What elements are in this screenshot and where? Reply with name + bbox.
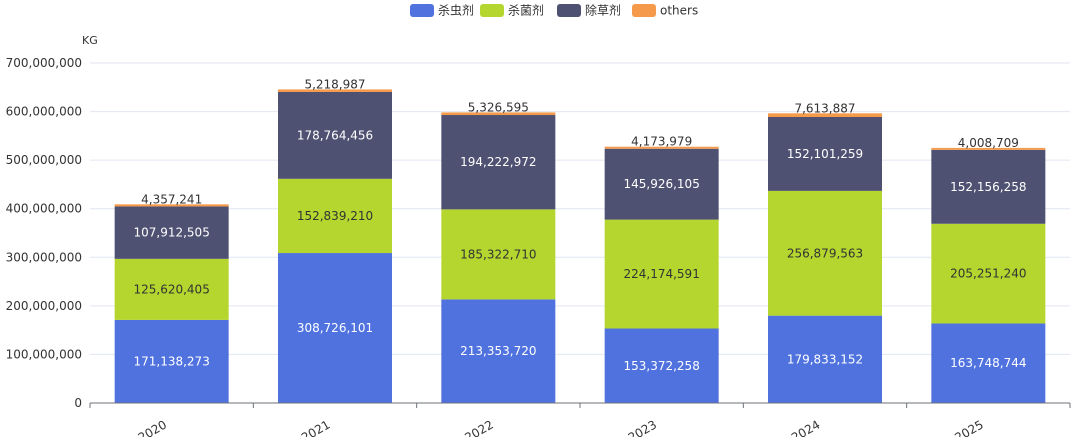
- bar-2022-series-2[interactable]: [441, 115, 556, 210]
- bar-2025-series-1[interactable]: [931, 223, 1046, 324]
- legend-label-2: 除草剂: [585, 3, 621, 18]
- data-label-2023-series-1: 224,174,591: [623, 267, 699, 281]
- bar-2023-series-3[interactable]: [604, 146, 719, 149]
- data-label-2020-series-1: 125,620,405: [133, 282, 209, 296]
- y-tick-label: 100,000,000: [6, 347, 82, 361]
- data-label-2025-series-0: 163,748,744: [950, 356, 1026, 370]
- bar-2020-series-3[interactable]: [114, 204, 229, 207]
- data-label-2023-series-3: 4,173,979: [631, 135, 692, 149]
- bar-2020-series-0[interactable]: [114, 319, 229, 403]
- bar-2024-series-1[interactable]: [768, 190, 882, 316]
- legend-swatch-3[interactable]: [632, 4, 656, 17]
- bar-2021-series-2[interactable]: [278, 91, 392, 179]
- bar-2022-series-3[interactable]: [441, 112, 556, 116]
- data-label-2023-series-2: 145,926,105: [623, 177, 699, 191]
- grid-lines: [90, 62, 1070, 355]
- data-label-2020-series-3: 4,357,241: [141, 192, 202, 206]
- bar-2021-series-0[interactable]: [278, 253, 392, 403]
- y-tick-label: 200,000,000: [6, 299, 82, 313]
- data-label-2024-series-0: 179,833,152: [787, 352, 863, 366]
- legend-label-3: others: [660, 4, 698, 18]
- data-label-2020-series-0: 171,138,273: [133, 354, 209, 368]
- y-axis-ticks: 0 100,000,000 200,000,000 300,000,000 400,00…: [6, 56, 82, 410]
- data-label-2022-series-1: 185,322,710: [460, 247, 536, 261]
- x-tick-label-2021: 2021: [299, 417, 332, 437]
- x-tick-label-2022: 2022: [462, 417, 495, 437]
- y-tick-label: 0: [74, 396, 82, 410]
- data-label-2024-series-1: 256,879,563: [787, 246, 863, 260]
- data-label-2023-series-0: 153,372,258: [623, 359, 699, 373]
- y-tick-label: 600,000,000: [6, 105, 82, 119]
- data-label-2022-series-0: 213,353,720: [460, 344, 536, 358]
- data-label-2021-series-0: 308,726,101: [297, 321, 373, 335]
- legend-label-1: 杀菌剂: [508, 3, 544, 18]
- bar-2020-series-1[interactable]: [114, 258, 229, 320]
- bar-2022-series-1[interactable]: [441, 209, 556, 300]
- x-axis-ticks: 2020 2021 2022 2023 2024 2025: [89, 403, 1071, 437]
- bar-2024-series-2[interactable]: [768, 117, 882, 191]
- data-label-2020-series-2: 107,912,505: [133, 226, 209, 240]
- legend: 杀虫剂 杀菌剂 除草剂 others: [410, 3, 698, 18]
- bar-2023-series-1[interactable]: [604, 219, 719, 329]
- bar-2024-series-3[interactable]: [768, 113, 882, 118]
- bar-2024-series-0[interactable]: [768, 315, 882, 403]
- x-tick-label-2020: 2020: [136, 417, 169, 437]
- data-label-2022-series-2: 194,222,972: [460, 155, 536, 169]
- x-tick-label-2024: 2024: [789, 417, 822, 437]
- y-tick-label: 300,000,000: [6, 250, 82, 264]
- bars: [114, 89, 1046, 403]
- y-tick-label: 500,000,000: [6, 153, 82, 167]
- legend-label-0: 杀虫剂: [438, 3, 474, 18]
- data-label-2024-series-3: 7,613,887: [794, 101, 855, 115]
- bar-2023-series-2[interactable]: [604, 148, 719, 220]
- x-tick-label-2023: 2023: [626, 417, 659, 437]
- data-label-2021-series-2: 178,764,456: [297, 128, 373, 142]
- legend-swatch-0[interactable]: [410, 4, 434, 17]
- bar-2023-series-0[interactable]: [604, 328, 719, 403]
- data-label-2024-series-2: 152,101,259: [787, 147, 863, 161]
- bar-2022-series-0[interactable]: [441, 299, 556, 403]
- legend-swatch-2[interactable]: [557, 4, 581, 17]
- data-label-2021-series-1: 152,839,210: [297, 209, 373, 223]
- data-label-2025-series-1: 205,251,240: [950, 267, 1026, 281]
- bar-2021-series-1[interactable]: [278, 178, 392, 254]
- data-label-2025-series-3: 4,008,709: [958, 136, 1019, 150]
- y-tick-label: 700,000,000: [6, 56, 82, 70]
- y-axis-label: KG: [82, 34, 98, 47]
- bar-2020-series-2[interactable]: [114, 206, 229, 259]
- data-label-2022-series-3: 5,326,595: [468, 100, 529, 114]
- data-label-2025-series-2: 152,156,258: [950, 180, 1026, 194]
- bar-2025-series-2[interactable]: [931, 149, 1046, 224]
- x-tick-label-2025: 2025: [952, 417, 985, 437]
- bar-2025-series-3[interactable]: [931, 147, 1046, 150]
- legend-swatch-1[interactable]: [480, 4, 504, 17]
- data-labels: 171,138,273 125,620,405 107,912,505 4,357,2…: [133, 77, 1026, 372]
- data-label-2021-series-3: 5,218,987: [304, 77, 365, 91]
- bar-2025-series-0[interactable]: [931, 323, 1046, 403]
- bar-2021-series-3[interactable]: [278, 89, 392, 92]
- y-tick-label: 400,000,000: [6, 202, 82, 216]
